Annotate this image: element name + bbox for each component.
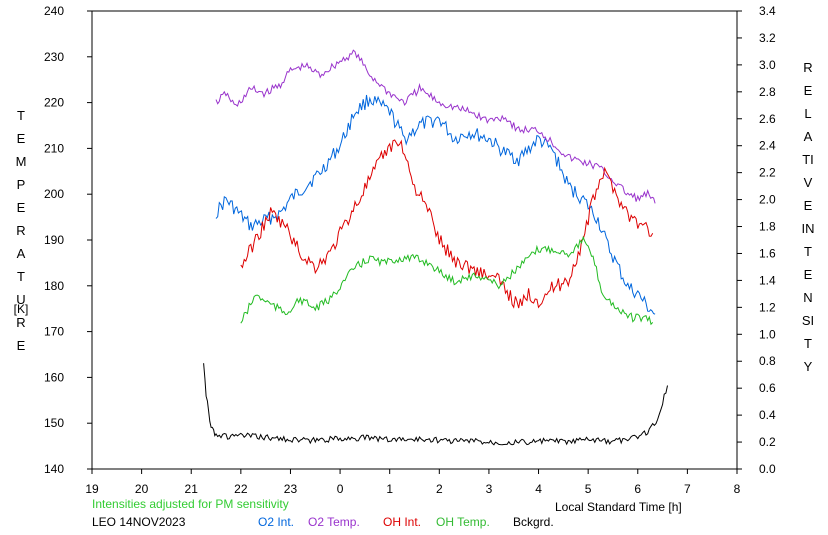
series-o2-temp: [215, 49, 656, 204]
x-tick-label: 22: [234, 482, 248, 496]
series-oh-int: [240, 139, 654, 309]
sensitivity-note: Intensities adjusted for PM sensitivity: [92, 497, 289, 511]
y-axis-right: 0.0 0.2 0.4 0.6 0.8 1.0 1.2 1.4 1.6 1.8 2.0 2.2 2.4 2…: [737, 4, 776, 476]
y-left-tick-label: 180: [44, 279, 64, 293]
y-left-tick-label: 200: [44, 187, 64, 201]
y-right-tick-label: 0.0: [759, 462, 776, 476]
y-right-tick-label: 2.2: [759, 166, 776, 180]
y-axis-left-unit: [K]: [13, 302, 29, 316]
y-right-tick-label: 2.4: [759, 139, 776, 153]
y-left-tick-label: 210: [44, 141, 64, 155]
x-tick-label: 4: [535, 482, 542, 496]
y-right-tick-label: 2.8: [759, 85, 776, 99]
y-left-tick-label: 140: [44, 462, 64, 476]
y-axis-left-title: TEMPERATURE: [15, 108, 27, 353]
x-tick-label: 19: [85, 482, 99, 496]
y-left-tick-label: 150: [44, 416, 64, 430]
x-axis: 19 20 21 22 23 0 1 2 3 4 5 6 7 8: [85, 469, 741, 496]
series-oh-temp: [240, 235, 654, 326]
x-tick-label: 0: [337, 482, 344, 496]
x-tick-label: 23: [284, 482, 298, 496]
y-right-tick-label: 2.0: [759, 193, 776, 207]
y-left-tick-label: 170: [44, 325, 64, 339]
station-date: LEO 14NOV2023: [92, 515, 186, 529]
legend-o2-int: O2 Int.: [258, 515, 295, 529]
series-o2-int: [215, 94, 656, 315]
y-right-tick-label: 0.2: [759, 435, 776, 449]
y-right-tick-label: 3.0: [759, 58, 776, 72]
x-tick-label: 20: [135, 482, 149, 496]
y-right-tick-label: 0.4: [759, 408, 776, 422]
y-left-tick-label: 240: [44, 4, 64, 18]
plot-frame: [91, 10, 738, 470]
y-right-tick-label: 1.6: [759, 246, 776, 260]
y-right-tick-label: 3.2: [759, 31, 776, 45]
y-right-tick-label: 2.6: [759, 112, 776, 126]
y-right-tick-label: 0.6: [759, 381, 776, 395]
x-tick-label: 21: [185, 482, 199, 496]
y-left-tick-label: 220: [44, 96, 64, 110]
y-right-tick-label: 1.8: [759, 220, 776, 234]
y-right-tick-label: 1.0: [759, 327, 776, 341]
y-axis-right-title: RELATIVE INTENSITY: [801, 60, 815, 374]
series-layer: [203, 49, 668, 446]
x-tick-label: 6: [634, 482, 641, 496]
legend-bckgrd: Bckgrd.: [513, 515, 554, 529]
x-axis-title: Local Standard Time [h]: [555, 500, 682, 514]
y-right-tick-label: 3.4: [759, 4, 776, 18]
x-tick-label: 2: [436, 482, 443, 496]
x-tick-label: 5: [585, 482, 592, 496]
legend-o2-temp: O2 Temp.: [308, 515, 360, 529]
y-axis-left: 140 150 160 170 180 190 200 210 220 230 240: [44, 4, 92, 476]
legend-oh-temp: OH Temp.: [436, 515, 490, 529]
y-right-tick-label: 1.4: [759, 273, 776, 287]
legend-oh-int: OH Int.: [383, 515, 422, 529]
series-bckgrd: [203, 363, 668, 446]
x-tick-label: 8: [734, 482, 741, 496]
y-right-tick-label: 1.2: [759, 300, 776, 314]
x-tick-label: 1: [386, 482, 393, 496]
x-tick-label: 7: [684, 482, 691, 496]
x-tick-label: 3: [486, 482, 493, 496]
y-left-tick-label: 190: [44, 233, 64, 247]
y-left-tick-label: 160: [44, 370, 64, 384]
y-left-tick-label: 230: [44, 50, 64, 64]
y-right-tick-label: 0.8: [759, 354, 776, 368]
